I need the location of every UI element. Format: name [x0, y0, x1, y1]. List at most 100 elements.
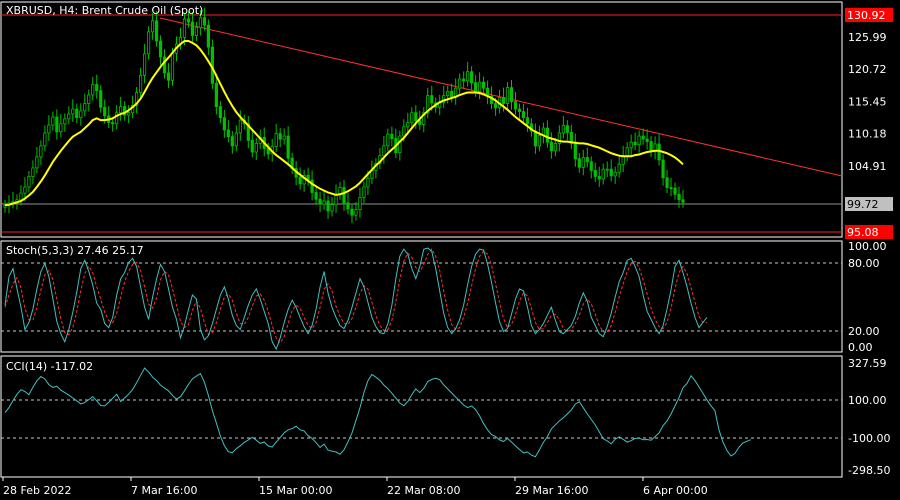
candle-body [549, 141, 553, 152]
candle-body [410, 112, 414, 123]
candle-body [31, 167, 35, 177]
price-tick-label: 120.72 [848, 63, 887, 76]
candle-body [47, 124, 51, 134]
candle-body [326, 200, 330, 212]
cci-panel-frame [0, 355, 843, 478]
candle-body [673, 187, 677, 195]
candle-body [661, 159, 665, 179]
candle-body [154, 20, 159, 42]
candle-body [505, 87, 510, 104]
candle-body [162, 56, 167, 74]
time-tick-label: 22 Mar 08:00 [387, 484, 460, 497]
candle-body [146, 31, 151, 55]
candle-body [55, 116, 59, 133]
candle-body [597, 176, 601, 180]
candle-body [103, 106, 107, 117]
candle-body [481, 81, 486, 89]
candle-body [115, 112, 119, 125]
candle-body [509, 87, 514, 103]
candle-body [386, 133, 390, 147]
cci-tick-100: 100.00 [848, 394, 887, 407]
candle-body [314, 192, 318, 200]
candle-body [182, 18, 187, 38]
candle-body [605, 168, 609, 171]
candle-body [63, 118, 67, 125]
candle-body [406, 122, 410, 128]
candle-body [135, 92, 139, 106]
candle-body [27, 176, 31, 188]
candle-body [3, 204, 7, 208]
candle-body [150, 20, 155, 33]
candle-body [493, 103, 498, 109]
price-tick-label: 104.91 [848, 160, 887, 173]
trendline[interactable] [159, 17, 843, 177]
candle-body [358, 196, 362, 211]
candle-body [577, 158, 581, 168]
price-tick-label: 115.45 [848, 95, 887, 108]
candle-body [573, 143, 577, 160]
candle-body [246, 123, 250, 141]
candle-body [474, 82, 478, 92]
candle-body [111, 122, 115, 125]
candle-body [330, 204, 334, 212]
candle-body [19, 192, 23, 201]
time-tick-label: 7 Mar 16:00 [131, 484, 197, 497]
candle-body [230, 136, 234, 147]
candle-body [426, 95, 430, 114]
cci-tick-minus298: -298.50 [848, 464, 890, 477]
candle-body [477, 81, 482, 92]
stoch-tick-20: 20.00 [848, 325, 880, 338]
candle-body [310, 179, 314, 193]
candle-body [442, 95, 446, 103]
candle-body [462, 78, 466, 82]
candle-body [565, 125, 569, 133]
candle-body [633, 141, 637, 146]
candle-body [83, 103, 87, 112]
candle-body [569, 131, 573, 144]
candle-body [318, 198, 322, 205]
price-tick-label: 110.18 [848, 128, 887, 141]
candle-body [617, 163, 621, 173]
time-tick-label: 28 Feb 2022 [3, 484, 71, 497]
candle-body [446, 90, 450, 96]
candle-body [390, 133, 394, 139]
stoch-k-line [4, 247, 708, 351]
candle-body [581, 157, 585, 168]
time-tick-label: 15 Mar 00:00 [259, 484, 332, 497]
candle-body [589, 161, 593, 171]
candle-body [681, 199, 685, 203]
candle-body [218, 106, 222, 119]
cci-layer [4, 367, 751, 458]
candle-body [601, 168, 605, 180]
candle-body [513, 101, 518, 110]
candle-body [234, 132, 238, 147]
candle-body [87, 94, 91, 104]
candle-body [609, 168, 613, 177]
candle-body [470, 71, 474, 84]
candle-body [226, 129, 230, 138]
candle-body [625, 147, 629, 157]
candle-body [422, 112, 426, 125]
candle-body [254, 143, 258, 153]
candle-body [637, 135, 641, 146]
candle-body [346, 202, 350, 210]
bottom-level-tag-label: 95.08 [847, 226, 879, 239]
candle-body [43, 132, 47, 147]
candle-body [593, 169, 597, 177]
stoch-panel-frame [0, 240, 843, 353]
candle-body [366, 177, 370, 188]
candle-body [75, 108, 79, 119]
candle-body [466, 71, 470, 82]
candle-body [545, 127, 550, 143]
candle-body [99, 90, 103, 108]
cci-panel-title: CCI(14) -117.02 [6, 360, 93, 373]
moving-average-line [4, 40, 684, 207]
current-price-tag-label: 99.72 [847, 198, 879, 211]
candle-body [669, 187, 673, 189]
candle-body [350, 208, 354, 216]
candle-body [39, 145, 43, 158]
candle-body [521, 111, 526, 119]
candle-body [649, 141, 653, 152]
